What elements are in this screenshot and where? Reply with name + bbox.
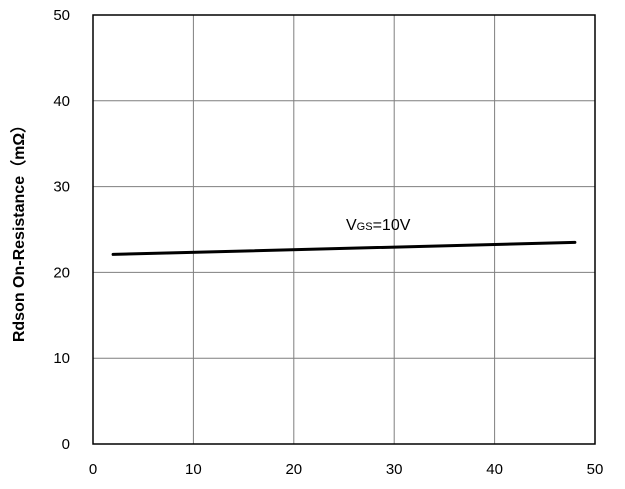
x-tick-label: 10	[185, 461, 202, 478]
plot-frame	[92, 14, 596, 445]
x-axis-ticks: 0 10 20 30 40 50	[89, 461, 604, 478]
series-line	[111, 240, 577, 256]
x-tick-label: 30	[386, 461, 403, 478]
y-tick-label: 10	[53, 350, 70, 367]
series-layer	[111, 240, 577, 256]
y-tick-label: 0	[62, 436, 70, 453]
x-tick-label: 0	[89, 461, 97, 478]
x-tick-label: 20	[285, 461, 302, 478]
y-tick-label: 50	[53, 7, 70, 24]
vgs-annotation-subscript: GS	[357, 221, 373, 233]
vgs-annotation-value: =10V	[373, 217, 411, 234]
y-axis-title: Rdson On-Resistance（mΩ）	[10, 117, 28, 342]
vgs-annotation-main: V	[346, 217, 357, 234]
y-tick-label: 40	[53, 93, 70, 110]
grid-lines	[93, 15, 595, 444]
x-tick-label: 50	[587, 461, 604, 478]
y-tick-label: 30	[53, 179, 70, 196]
y-axis-ticks: 0 10 20 30 40 50	[53, 7, 70, 453]
y-tick-label: 20	[53, 264, 70, 281]
vgs-annotation: VGS=10V	[346, 217, 411, 234]
x-tick-label: 40	[486, 461, 503, 478]
